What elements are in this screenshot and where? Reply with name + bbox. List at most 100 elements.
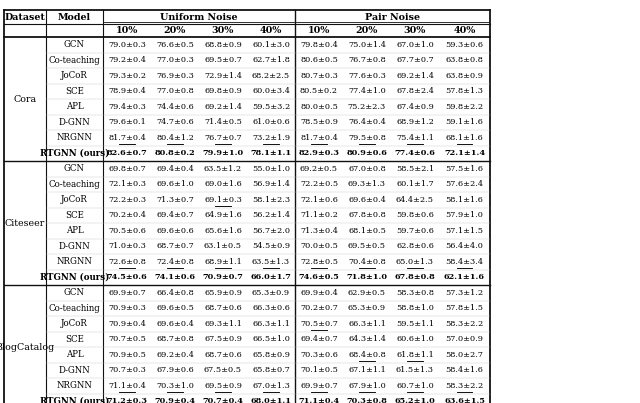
Text: 69.2±0.4: 69.2±0.4: [156, 351, 194, 359]
Text: 75.0±1.4: 75.0±1.4: [348, 41, 386, 49]
Text: 64.9±1.6: 64.9±1.6: [204, 211, 242, 219]
Text: 77.4±0.6: 77.4±0.6: [395, 149, 435, 157]
Text: 71.2±0.3: 71.2±0.3: [106, 397, 147, 403]
Text: Co-teaching: Co-teaching: [49, 180, 100, 189]
Text: 68.1±0.5: 68.1±0.5: [348, 227, 386, 235]
Text: 71.8±1.0: 71.8±1.0: [346, 273, 387, 281]
Text: 70.0±0.5: 70.0±0.5: [300, 242, 338, 250]
Text: 70.3±1.0: 70.3±1.0: [156, 382, 194, 390]
Text: 64.4±2.5: 64.4±2.5: [396, 196, 434, 204]
Text: 58.4±3.4: 58.4±3.4: [445, 258, 483, 266]
Text: 75.4±1.1: 75.4±1.1: [396, 134, 434, 142]
Text: 71.3±0.4: 71.3±0.4: [300, 227, 338, 235]
Text: 79.2±0.4: 79.2±0.4: [108, 56, 146, 64]
Text: BlogCatalog: BlogCatalog: [0, 343, 54, 351]
Text: 59.8±2.2: 59.8±2.2: [445, 103, 484, 111]
Text: 60.6±1.0: 60.6±1.0: [396, 335, 434, 343]
Text: 69.1±0.3: 69.1±0.3: [204, 196, 242, 204]
Text: 59.5±1.1: 59.5±1.1: [396, 320, 434, 328]
Text: 69.6±0.4: 69.6±0.4: [348, 196, 386, 204]
Text: 56.7±2.0: 56.7±2.0: [252, 227, 290, 235]
Text: 65.3±0.9: 65.3±0.9: [348, 304, 386, 312]
Text: 74.4±0.6: 74.4±0.6: [156, 103, 194, 111]
Text: 69.6±0.6: 69.6±0.6: [156, 227, 194, 235]
Text: 70.2±0.4: 70.2±0.4: [108, 211, 146, 219]
Text: NRGNN: NRGNN: [56, 381, 92, 390]
Text: 79.8±0.4: 79.8±0.4: [300, 41, 338, 49]
Text: 69.8±0.7: 69.8±0.7: [108, 165, 146, 173]
Text: 65.6±1.6: 65.6±1.6: [204, 227, 242, 235]
Text: Cora: Cora: [13, 94, 36, 104]
Text: 79.9±1.0: 79.9±1.0: [202, 149, 244, 157]
Text: 69.5±0.9: 69.5±0.9: [204, 382, 242, 390]
Text: 60.7±1.0: 60.7±1.0: [396, 382, 434, 390]
Text: 69.9±0.4: 69.9±0.4: [300, 289, 338, 297]
Text: 71.4±0.5: 71.4±0.5: [204, 118, 242, 126]
Text: 65.3±0.9: 65.3±0.9: [252, 289, 290, 297]
Text: 72.2±0.3: 72.2±0.3: [108, 196, 146, 204]
Text: 71.0±0.3: 71.0±0.3: [108, 242, 146, 250]
Text: 69.6±1.0: 69.6±1.0: [156, 180, 194, 188]
Text: 78.1±1.1: 78.1±1.1: [250, 149, 292, 157]
Text: 82.9±0.3: 82.9±0.3: [298, 149, 339, 157]
Text: GCN: GCN: [64, 164, 85, 173]
Text: 81.7±0.4: 81.7±0.4: [108, 134, 146, 142]
Text: JoCoR: JoCoR: [61, 195, 88, 204]
Text: 69.9±0.7: 69.9±0.7: [108, 289, 146, 297]
Text: JoCoR: JoCoR: [61, 71, 88, 80]
Text: 58.5±2.1: 58.5±2.1: [396, 165, 434, 173]
Text: Pair Noise: Pair Noise: [365, 12, 420, 21]
Text: 61.5±1.3: 61.5±1.3: [396, 366, 434, 374]
Text: 68.7±0.7: 68.7±0.7: [156, 242, 194, 250]
Text: 71.1±0.2: 71.1±0.2: [300, 211, 338, 219]
Text: 70.7±0.3: 70.7±0.3: [108, 366, 146, 374]
Text: 80.5±0.2: 80.5±0.2: [300, 87, 338, 95]
Text: 82.6±0.7: 82.6±0.7: [107, 149, 147, 157]
Text: 69.4±0.7: 69.4±0.7: [300, 335, 338, 343]
Text: 67.4±0.9: 67.4±0.9: [396, 103, 434, 111]
Text: 71.3±0.7: 71.3±0.7: [156, 196, 194, 204]
Text: 68.2±2.5: 68.2±2.5: [252, 72, 290, 80]
Text: 76.7±0.7: 76.7±0.7: [204, 134, 242, 142]
Text: 69.2±1.4: 69.2±1.4: [396, 72, 434, 80]
Text: D-GNN: D-GNN: [59, 242, 90, 251]
Text: 74.5±0.6: 74.5±0.6: [107, 273, 147, 281]
Text: 79.5±0.8: 79.5±0.8: [348, 134, 386, 142]
Text: 66.3±1.1: 66.3±1.1: [348, 320, 386, 328]
Text: D-GNN: D-GNN: [59, 118, 90, 127]
Text: 58.0±2.7: 58.0±2.7: [445, 351, 483, 359]
Text: 60.0±3.4: 60.0±3.4: [252, 87, 290, 95]
Text: Co-teaching: Co-teaching: [49, 304, 100, 313]
Text: 70.7±0.5: 70.7±0.5: [108, 335, 146, 343]
Text: 63.5±1.2: 63.5±1.2: [204, 165, 242, 173]
Text: 70.3±0.8: 70.3±0.8: [347, 397, 387, 403]
Text: 68.7±0.6: 68.7±0.6: [204, 351, 242, 359]
Text: 58.8±1.0: 58.8±1.0: [396, 304, 434, 312]
Text: 80.9±0.6: 80.9±0.6: [347, 149, 387, 157]
Text: 67.8±2.4: 67.8±2.4: [396, 87, 434, 95]
Text: 76.7±0.8: 76.7±0.8: [348, 56, 386, 64]
Text: 68.7±0.8: 68.7±0.8: [156, 335, 194, 343]
Text: 69.6±0.5: 69.6±0.5: [156, 304, 194, 312]
Text: 59.7±0.6: 59.7±0.6: [396, 227, 434, 235]
Text: 67.9±0.6: 67.9±0.6: [156, 366, 194, 374]
Text: 58.4±1.6: 58.4±1.6: [445, 366, 483, 374]
Text: 20%: 20%: [356, 26, 378, 35]
Text: SCE: SCE: [65, 335, 84, 344]
Text: 72.1±0.3: 72.1±0.3: [108, 180, 146, 188]
Text: 57.9±1.0: 57.9±1.0: [445, 211, 483, 219]
Text: SCE: SCE: [65, 87, 84, 96]
Text: 70.9±0.4: 70.9±0.4: [154, 397, 195, 403]
Text: 76.9±0.3: 76.9±0.3: [156, 72, 194, 80]
Text: 79.0±0.3: 79.0±0.3: [108, 41, 146, 49]
Text: 73.2±1.9: 73.2±1.9: [252, 134, 290, 142]
Text: 67.7±0.7: 67.7±0.7: [396, 56, 434, 64]
Text: 72.1±1.4: 72.1±1.4: [444, 149, 485, 157]
Text: 72.1±0.6: 72.1±0.6: [300, 196, 338, 204]
Text: 58.3±2.2: 58.3±2.2: [445, 320, 484, 328]
Text: 56.9±1.4: 56.9±1.4: [252, 180, 290, 188]
Text: 78.5±0.9: 78.5±0.9: [300, 118, 338, 126]
Text: 70.2±0.7: 70.2±0.7: [300, 304, 338, 312]
Text: 67.0±1.0: 67.0±1.0: [396, 41, 434, 49]
Text: 57.8±1.3: 57.8±1.3: [445, 87, 483, 95]
